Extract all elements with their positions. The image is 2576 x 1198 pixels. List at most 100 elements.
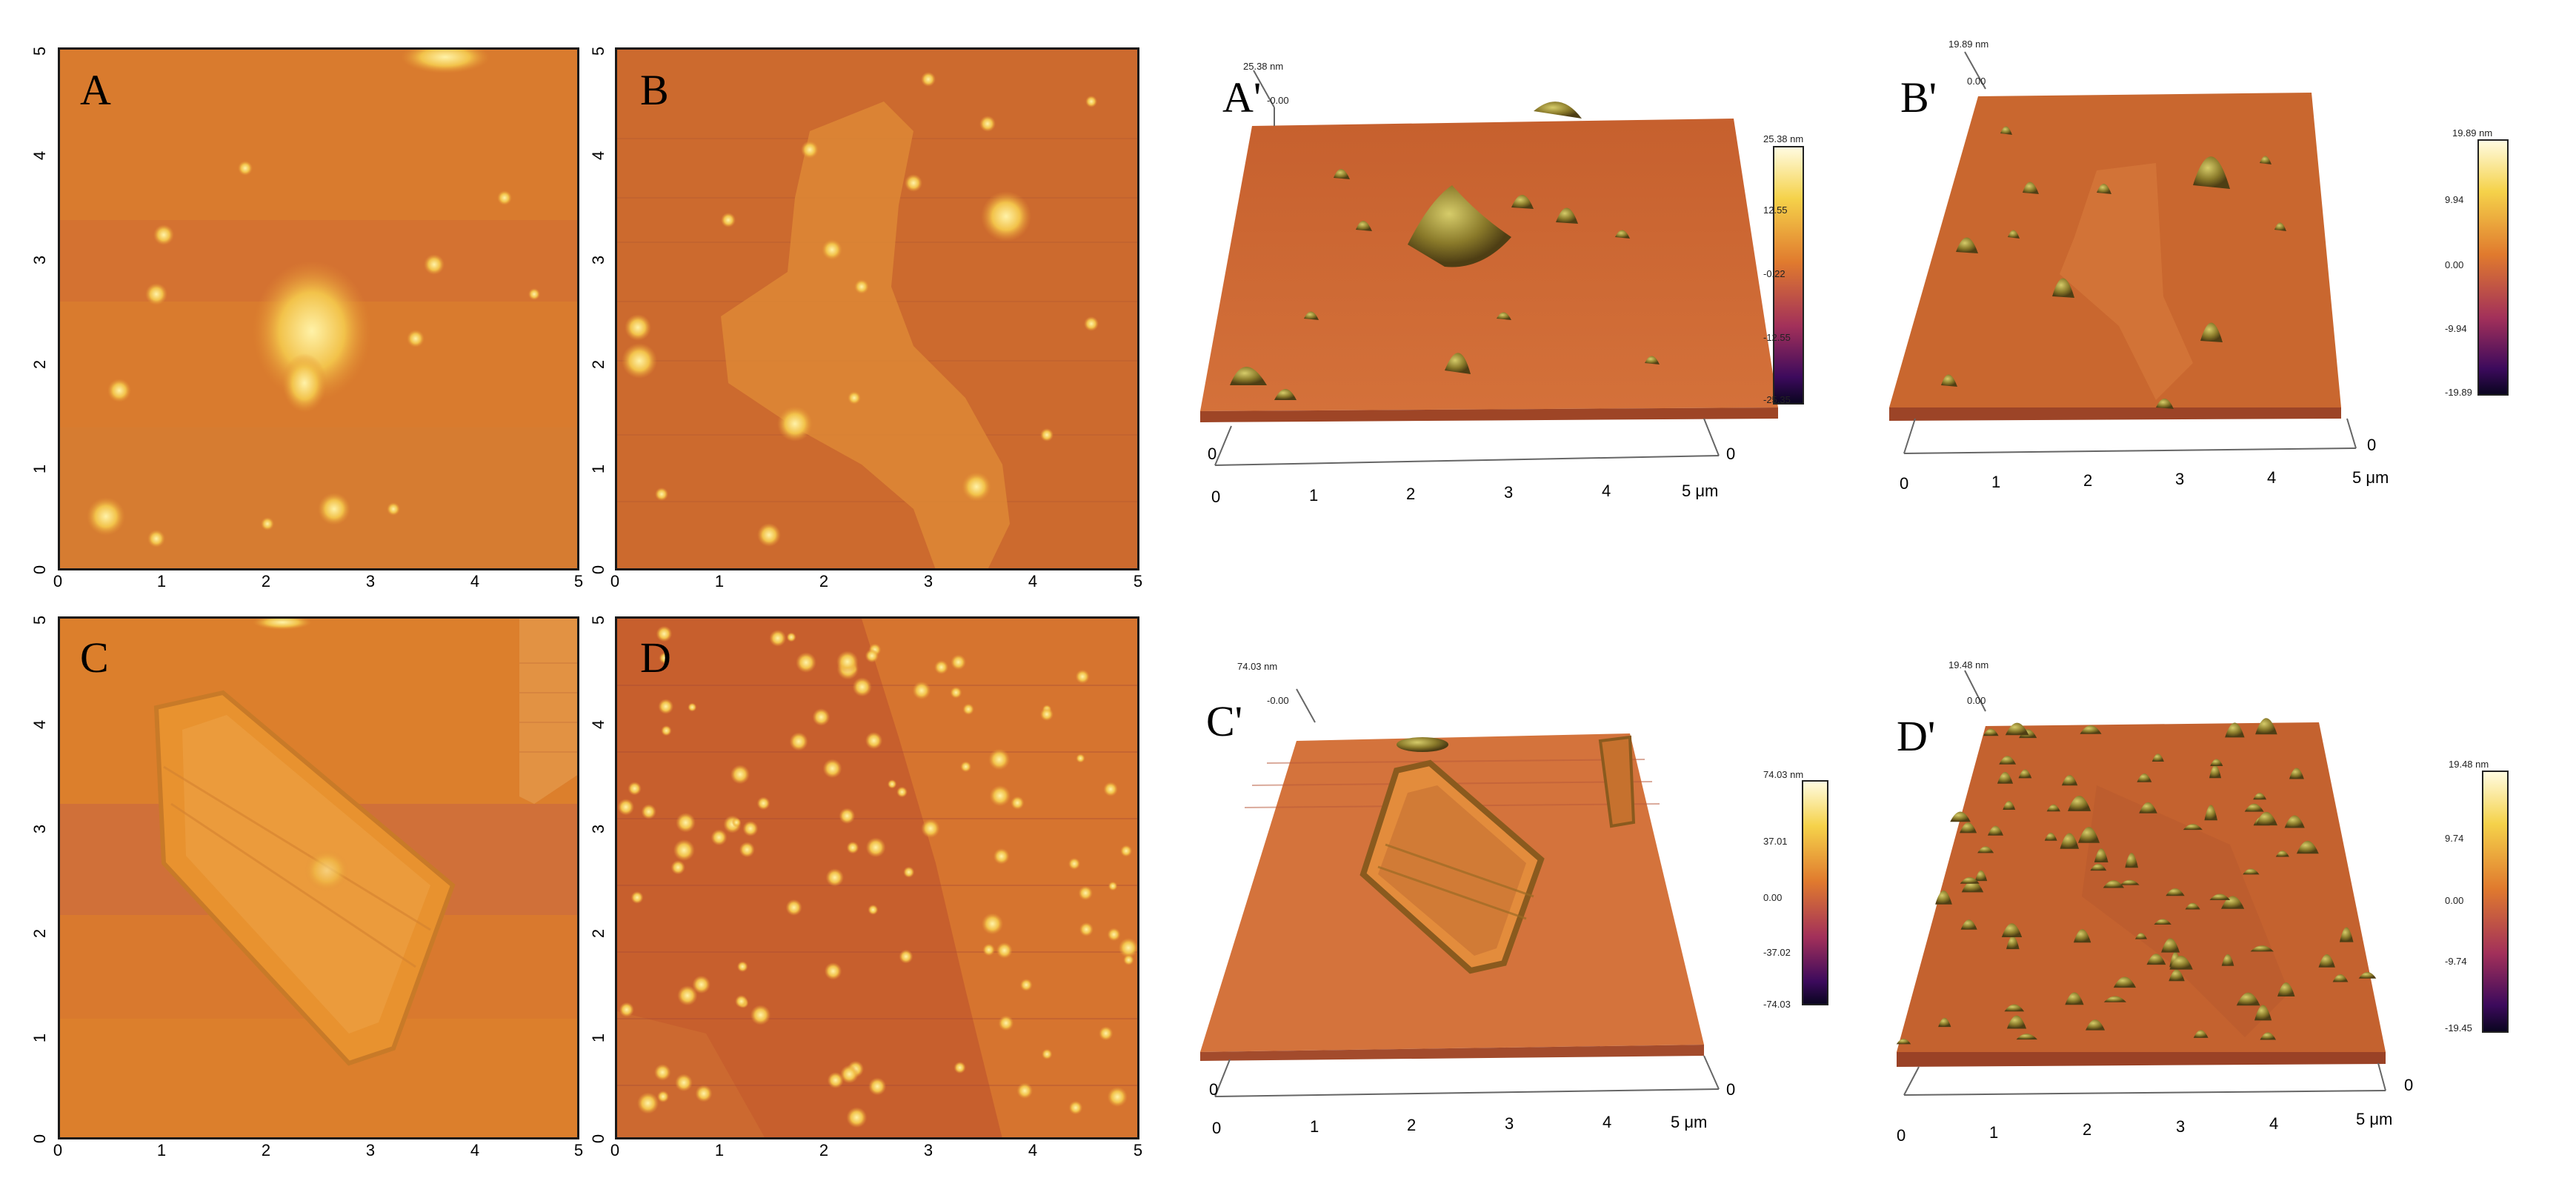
particle: [903, 866, 915, 878]
surface-3d-D: [1896, 670, 2386, 1096]
surface-peak: [2243, 868, 2260, 875]
z-max-label: 74.03 nm: [1237, 661, 1278, 672]
particle: [656, 1091, 670, 1103]
particle: [960, 761, 972, 773]
particle: [756, 796, 771, 811]
surface-peak: [2289, 768, 2304, 779]
particle: [868, 904, 879, 915]
surface-peak: [2236, 992, 2260, 1006]
particle: [742, 820, 759, 836]
surface-peak: [2060, 833, 2079, 849]
particle: [1103, 782, 1118, 797]
particle: [1068, 857, 1081, 870]
afm-map-A: [58, 47, 579, 570]
surface-peak: [2154, 919, 2171, 925]
particle: [846, 841, 859, 854]
surface-peak: [2296, 840, 2319, 854]
surface-peak: [1935, 891, 1952, 905]
particle: [675, 1074, 693, 1092]
surface-peak: [2166, 888, 2185, 896]
particle: [677, 985, 698, 1006]
surface-peak: [2255, 718, 2277, 735]
surface-3d-A: [1200, 70, 1778, 466]
surface-peak: [2006, 936, 2020, 950]
particle: [659, 652, 670, 664]
particle: [993, 848, 1010, 865]
surface-peak: [1938, 1017, 1951, 1028]
particle: [628, 782, 642, 796]
particle: [962, 703, 974, 716]
particle: [981, 913, 1004, 935]
surface-peak: [2318, 954, 2335, 968]
particle: [1019, 978, 1033, 991]
surface-peak: [2339, 927, 2354, 942]
surface-peak: [2221, 954, 2234, 966]
particle: [887, 779, 897, 789]
particle: [769, 630, 787, 647]
surface-peak: [2090, 863, 2107, 871]
particle: [1118, 937, 1137, 958]
surface-peak: [2169, 956, 2193, 970]
particle: [824, 962, 842, 980]
panel-A: A 5 4 3 2 1 0 0 1 2 3 4 5: [22, 37, 585, 590]
particle: [1123, 954, 1134, 965]
particle: [658, 699, 674, 714]
surface-peak: [1896, 1039, 1911, 1045]
particle: [1079, 922, 1094, 936]
surface-peak: [2018, 769, 2032, 779]
particle: [796, 652, 816, 673]
surface-peak: [2113, 976, 2137, 988]
surface-peak: [2193, 1030, 2209, 1038]
surface-peak: [2204, 805, 2217, 821]
particle: [839, 808, 856, 825]
surface-peak: [2103, 880, 2125, 888]
surface-peak: [2120, 879, 2140, 885]
surface-peak: [2016, 1034, 2037, 1040]
particle: [1068, 1100, 1083, 1115]
surface-peak: [2125, 853, 2138, 868]
surface-peak: [2332, 974, 2349, 982]
surface-peak: [2003, 801, 2016, 810]
axis-unit: 5 μm: [1671, 1113, 1708, 1131]
surface-peak: [2005, 722, 2029, 736]
particle: [836, 650, 859, 673]
panel-C-prime: C' 74.03 nm -0.00 0 0 0 1 2 3 4 5 μm: [1185, 652, 1823, 1171]
panel-A-prime: A' 25.38 nm -0.00 0 0 0 1 2 3 4 5 μm: [1185, 15, 1823, 548]
particle: [619, 1002, 634, 1017]
surface-peak: [2078, 827, 2100, 843]
axis-unit: 5 μm: [1682, 482, 1719, 500]
particle: [730, 765, 750, 785]
surface-peak: [2183, 824, 2203, 831]
surface-3d-B: [1889, 51, 2357, 454]
surface-peak: [2146, 954, 2166, 965]
surface-peak: [1960, 822, 1977, 833]
surface-peak: [2255, 811, 2277, 826]
particle: [852, 677, 872, 697]
surface-peak: [2358, 972, 2377, 979]
surface-peak: [1960, 919, 1977, 930]
particle: [789, 732, 808, 751]
particle: [988, 748, 1011, 771]
surface-peak: [1999, 756, 2017, 765]
particle: [1039, 708, 1054, 722]
particle: [951, 654, 967, 670]
surface-peak: [2253, 793, 2267, 800]
particle: [735, 994, 748, 1008]
particle: [710, 829, 728, 846]
surface-peak: [2046, 804, 2060, 812]
surface-peak: [2004, 1004, 2025, 1012]
particle: [934, 660, 949, 675]
surface-peak: [2086, 1019, 2106, 1031]
surface-peak: [2161, 938, 2180, 953]
particle: [1078, 885, 1093, 901]
surface-peak: [2225, 722, 2245, 738]
particle: [1120, 845, 1133, 857]
panel-letter: A': [1222, 73, 1262, 122]
axis-unit: 5 μm: [2356, 1110, 2393, 1128]
panel-C: C 5 4 3 2 1 0 0 1 2 3 4 5: [30, 615, 584, 1159]
particle: [912, 681, 931, 700]
particle: [636, 1092, 659, 1114]
surface-peak: [2275, 851, 2289, 857]
particle: [868, 1077, 887, 1096]
panel-D: D 5 4 3 2 1 0 0 1 2 3 4 5: [589, 615, 1143, 1159]
